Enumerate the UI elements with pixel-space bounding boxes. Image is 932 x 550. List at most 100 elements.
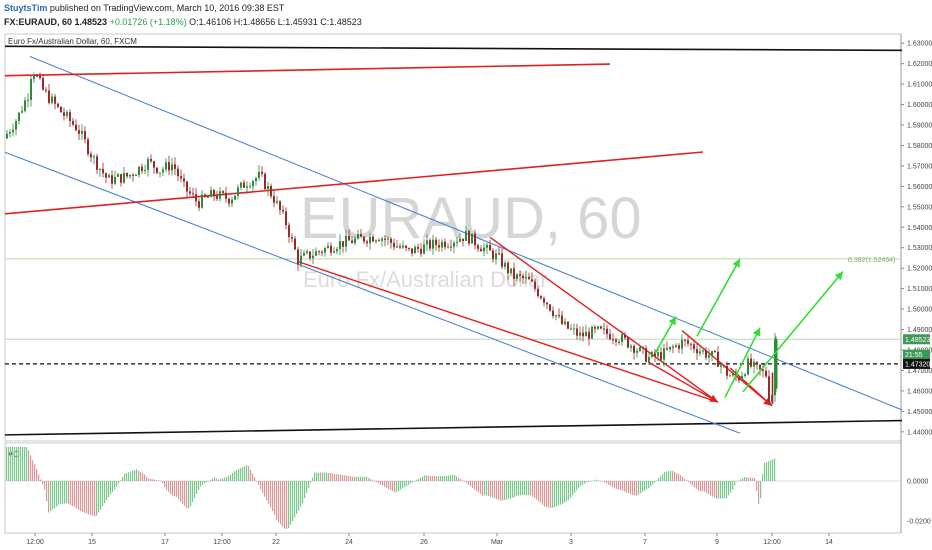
candle-body (195, 194, 197, 202)
candle-body (447, 246, 449, 248)
countdown-tag: 21:55 (905, 352, 923, 359)
ao-bar (424, 475, 426, 481)
candle-body (186, 181, 188, 192)
ao-bar (316, 472, 318, 481)
projection-arrows-layer (654, 258, 844, 398)
ao-bar (644, 481, 646, 491)
candle-body (345, 235, 347, 247)
ao-bar (212, 478, 214, 481)
ao-bar (690, 481, 692, 484)
candle-body (264, 173, 266, 190)
ao-bar (380, 481, 382, 485)
candle-body (441, 241, 443, 248)
ao-bar (684, 478, 686, 481)
candle-body (582, 332, 584, 337)
ao-bar (268, 481, 270, 504)
ao-bar (534, 481, 536, 498)
symbol-label: FX:EURAUD, 60 (4, 17, 73, 27)
ao-bar (574, 481, 576, 493)
candle-body (288, 225, 290, 238)
ao-bar (180, 481, 182, 502)
ao-bar (482, 481, 484, 496)
candle-body (45, 89, 47, 91)
candle-body (243, 182, 245, 188)
candle-body (270, 185, 272, 197)
candle-body (150, 158, 152, 162)
candle-body (81, 130, 83, 134)
ao-bar (320, 472, 322, 481)
y-tick-label: 1.55000 (907, 204, 932, 211)
ao-bar (728, 481, 730, 496)
candle-body (156, 167, 158, 174)
candle-body (660, 352, 662, 360)
ao-bar (668, 471, 670, 481)
y-tick-label: 1.45000 (907, 409, 932, 416)
ao-bar (680, 475, 682, 481)
ao-bar (10, 447, 12, 481)
candle-body (111, 175, 113, 184)
candle-body (471, 233, 473, 244)
ao-bar (396, 481, 398, 493)
candle-body (561, 315, 563, 324)
candle-body (129, 174, 131, 177)
ao-bar (700, 481, 702, 492)
author-link[interactable]: StuytsTim (4, 3, 48, 13)
ao-bar (68, 481, 70, 505)
candle-body (552, 310, 554, 316)
ao-bar (258, 481, 260, 486)
ao-bar (542, 481, 544, 505)
candle-body (438, 245, 440, 248)
ao-bar (372, 480, 374, 481)
candle-body (459, 238, 461, 242)
ao-bar (282, 481, 284, 527)
candle-body (549, 304, 551, 311)
ao-bar (512, 481, 514, 498)
candle-body (747, 358, 749, 375)
ao-bar (682, 476, 684, 481)
ao-bar (60, 481, 62, 505)
candle-body (141, 166, 143, 171)
ao-bar (394, 481, 396, 493)
ao-bar (142, 473, 144, 481)
ao-bar (634, 481, 636, 496)
candle-body (468, 230, 470, 244)
ao-bar (562, 481, 564, 504)
candle-body (396, 246, 398, 248)
ao-bar (584, 481, 586, 484)
candle-body (204, 194, 206, 197)
candle-body (636, 350, 638, 353)
ao-bar (364, 476, 366, 481)
x-tick-label: 15 (88, 539, 96, 546)
candle-body (198, 201, 200, 208)
candle-body (486, 244, 488, 248)
green-arrowhead (668, 316, 676, 326)
ao-bar (752, 477, 754, 481)
ao-bar (54, 481, 56, 508)
ao-bar (78, 481, 80, 510)
ao-bar (40, 479, 42, 481)
ao-bar (300, 481, 302, 507)
ao-bar (550, 481, 552, 508)
ao-bar (114, 481, 116, 490)
ao-bar (72, 481, 74, 507)
ao-bar (606, 481, 608, 484)
ao-bar (6, 447, 8, 481)
ao-bar (362, 476, 364, 481)
ao-bar (528, 481, 530, 495)
ao-bar (376, 481, 378, 483)
ao-bar (18, 447, 20, 481)
ao-bar (620, 481, 622, 491)
candle-body (294, 238, 296, 250)
pane-title: Euro Fx/Australian Dollar, 60, FXCM (8, 37, 137, 46)
ao-bar (496, 481, 498, 500)
candle-body (33, 75, 35, 80)
ao-bar (390, 481, 392, 490)
ao-bar (722, 481, 724, 499)
candle-body (462, 238, 464, 241)
x-tick-label: 22 (272, 539, 280, 546)
candle-body (216, 196, 218, 199)
candle-body (528, 276, 530, 280)
ao-bar (588, 481, 590, 482)
ao-bar (462, 480, 464, 482)
